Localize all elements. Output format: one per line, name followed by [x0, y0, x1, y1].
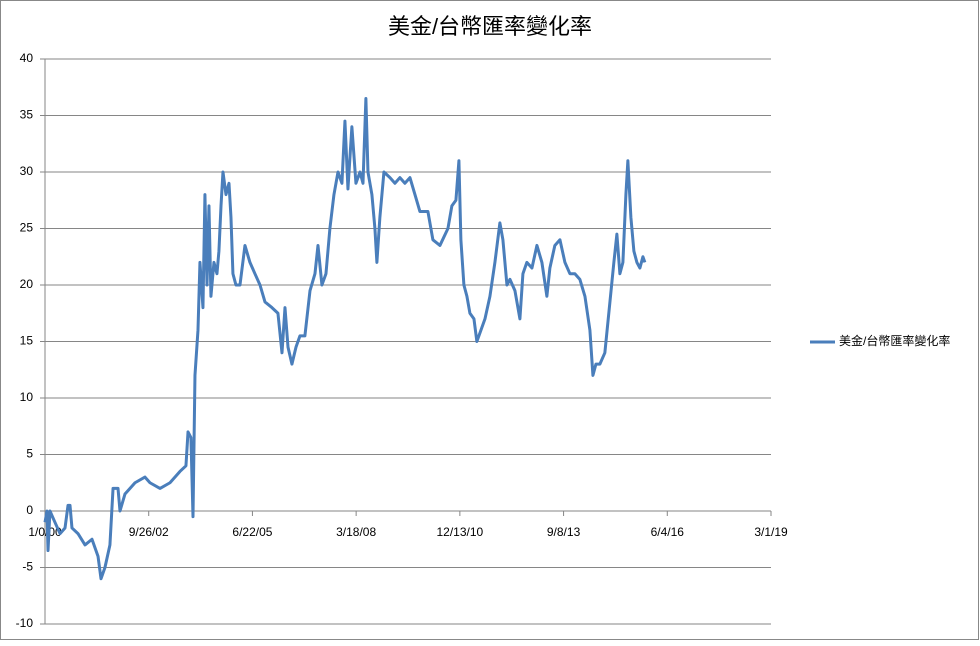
- x-tick-label: 12/13/10: [436, 525, 483, 539]
- y-tick-label: 30: [20, 164, 34, 178]
- y-tick-label: 5: [26, 447, 33, 461]
- x-tick-label: 6/22/05: [232, 525, 272, 539]
- x-tick-label: 1/0/00: [28, 525, 62, 539]
- series-line: [43, 97, 647, 581]
- y-tick-label: 35: [20, 108, 34, 122]
- legend-label: 美金/台幣匯率變化率: [839, 333, 950, 348]
- y-tick-label: 0: [26, 503, 33, 517]
- x-tick-label: 3/1/19: [754, 525, 788, 539]
- y-tick-label: 10: [20, 390, 34, 404]
- y-tick-label: -10: [16, 616, 34, 630]
- chart-title: 美金/台幣匯率變化率: [388, 14, 592, 39]
- y-tick-label: 20: [20, 277, 34, 291]
- y-tick-label: 25: [20, 221, 34, 235]
- x-tick-label: 3/18/08: [336, 525, 376, 539]
- y-tick-label: 40: [20, 51, 34, 65]
- x-tick-label: 9/26/02: [129, 525, 169, 539]
- y-tick-label: -5: [22, 560, 33, 574]
- x-tick-label: 6/4/16: [651, 525, 685, 539]
- y-tick-label: 15: [20, 334, 34, 348]
- x-tick-label: 9/8/13: [547, 525, 581, 539]
